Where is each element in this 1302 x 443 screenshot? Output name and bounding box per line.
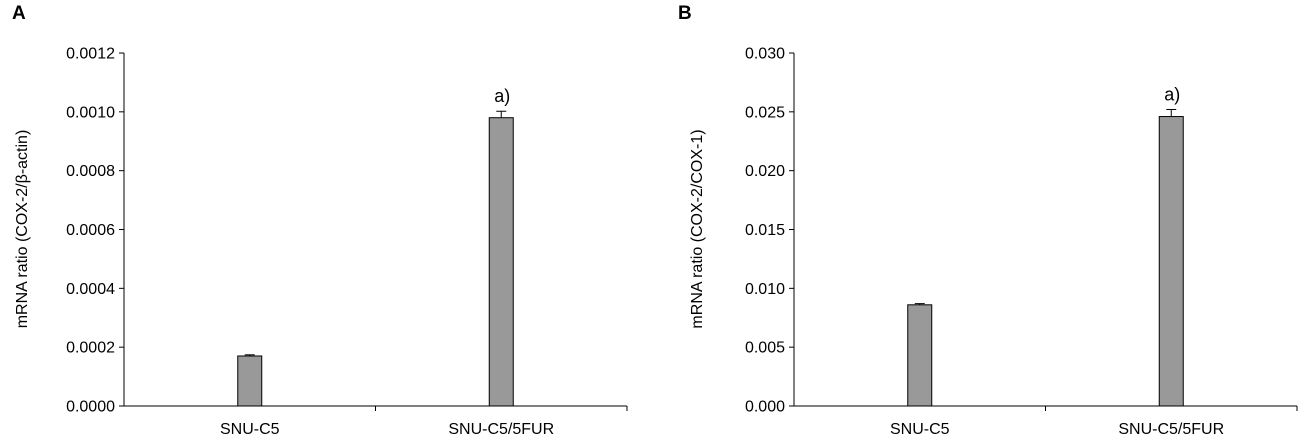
panel-label: B [678, 3, 692, 24]
y-tick-label: 0.0010 [66, 104, 115, 121]
y-tick-label: 0.0006 [66, 222, 115, 239]
y-axis-label: mRNA ratio (COX-2/β-actin) [14, 130, 31, 329]
y-tick-label: 0.030 [745, 46, 785, 63]
chart-panel-a: A 0.0000 0.0002 0.0004 0.0006 0.0008 0.0010 0.… [12, 3, 628, 438]
significance-annotation: a) [494, 86, 510, 106]
x-category-label: SNU-C5/5FUR [448, 421, 554, 438]
y-tick-label: 0.025 [745, 104, 785, 121]
y-tick-label: 0.020 [745, 163, 785, 180]
y-tick-label: 0.0000 [66, 399, 115, 416]
chart-panel-b: B 0.000 0.005 0.010 0.015 0.020 0.025 0.030 SNU… [651, 0, 1302, 443]
bar [1158, 116, 1184, 407]
y-tick-label: 0.0004 [66, 281, 115, 298]
y-tick-label: 0.005 [745, 340, 785, 357]
bar [907, 304, 933, 407]
x-category-label: SNU-C5 [890, 421, 950, 438]
bar [237, 355, 263, 407]
bar [488, 117, 514, 407]
y-tick-label: 0.0008 [66, 163, 115, 180]
y-tick-label: 0.000 [745, 399, 785, 416]
y-tick-label: 0.0012 [66, 46, 115, 63]
bar-chart-a: 0.0000 0.0002 0.0004 0.0006 0.0008 0.0010 0.00… [14, 46, 628, 438]
y-tick-label: 0.010 [745, 281, 785, 298]
y-tick-label: 0.0002 [66, 340, 115, 357]
significance-annotation: a) [1164, 84, 1180, 104]
bar-chart-b: 0.000 0.005 0.010 0.015 0.020 0.025 0.030 SNU-C… [689, 46, 1298, 438]
x-category-label: SNU-C5/5FUR [1118, 421, 1224, 438]
x-category-label: SNU-C5 [220, 421, 280, 438]
y-axis-label: mRNA ratio (COX-2/COX-1) [689, 129, 706, 328]
panel-label: A [12, 3, 26, 24]
y-tick-label: 0.015 [745, 222, 785, 239]
